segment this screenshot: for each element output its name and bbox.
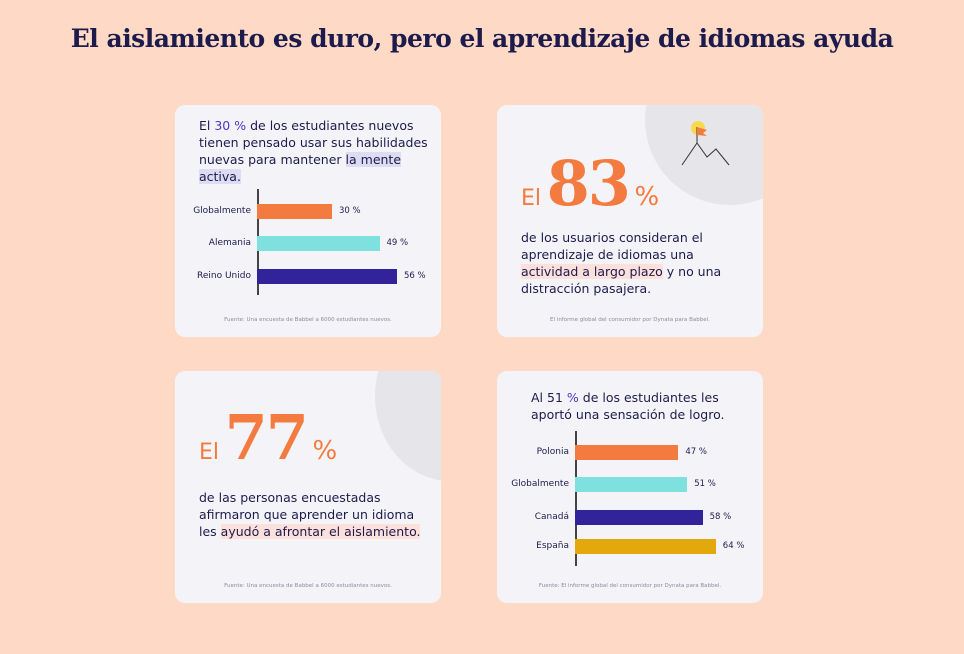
source-note: Fuente: Una encuesta de Babbel a 6000 es… bbox=[224, 583, 392, 589]
category-label: Canadá bbox=[534, 512, 569, 522]
card-intro: Al 51 % de los estudiantes les aportó un… bbox=[531, 389, 731, 423]
card-logro: Al 51 % de los estudiantes les aportó un… bbox=[497, 371, 763, 603]
category-label: Reino Unido bbox=[197, 271, 251, 281]
text: % bbox=[634, 182, 660, 212]
stat-number: 77 bbox=[224, 401, 309, 474]
category-label: Alemania bbox=[208, 238, 251, 248]
value-label: 49 % bbox=[386, 238, 409, 248]
card-intro: El 30 % de los estudiantes nuevos tienen… bbox=[199, 117, 441, 185]
category-label: Polonia bbox=[536, 447, 569, 457]
bar bbox=[575, 539, 716, 554]
big-stat: El 83 % bbox=[521, 147, 659, 220]
source-note: El informe global del consumidor por Dyn… bbox=[550, 317, 710, 323]
category-label: Globalmente bbox=[511, 479, 569, 489]
highlight: 30 % bbox=[214, 118, 247, 133]
text: de los estudiantes les aportó una sensac… bbox=[531, 390, 725, 422]
text: El bbox=[199, 440, 220, 465]
decor-circle bbox=[375, 371, 441, 481]
text: y no una distracción pasajera. bbox=[521, 264, 722, 296]
value-label: 58 % bbox=[709, 512, 732, 522]
highlight-mark: ayudó a afrontar el aislamiento. bbox=[220, 524, 421, 539]
source-note: Fuente: Una encuesta de Babbel a 6000 es… bbox=[224, 317, 392, 323]
category-label: Globalmente bbox=[193, 206, 251, 216]
bar bbox=[257, 236, 380, 251]
highlight-mark: actividad a largo plazo bbox=[521, 264, 663, 279]
value-label: 47 % bbox=[685, 447, 707, 457]
highlight: % bbox=[566, 390, 579, 405]
text: de los usuarios consideran el aprendizaj… bbox=[521, 230, 703, 262]
big-stat: El 77 % bbox=[199, 401, 337, 474]
card-mente-activa: El 30 % de los estudiantes nuevos tienen… bbox=[175, 105, 441, 337]
page-title: El aislamiento es duro, pero el aprendiz… bbox=[70, 24, 894, 53]
bar bbox=[575, 510, 703, 525]
source-note: Fuente: El informe global del consumidor… bbox=[538, 583, 722, 589]
bar bbox=[257, 269, 397, 284]
card-77: El 77 % de las personas encuestadas afir… bbox=[175, 371, 441, 603]
text: % bbox=[312, 436, 338, 466]
text: El bbox=[199, 118, 215, 133]
card-body: de las personas encuestadas afirmaron qu… bbox=[199, 489, 429, 540]
bar bbox=[575, 477, 688, 492]
bar bbox=[257, 204, 332, 219]
category-label: España bbox=[536, 541, 569, 551]
bar bbox=[575, 445, 679, 460]
text: de las personas encuestadas afirmaron qu… bbox=[199, 490, 415, 539]
text: Al 51 bbox=[531, 390, 567, 405]
value-label: 56 % bbox=[404, 271, 426, 281]
mountain-flag-icon bbox=[681, 121, 730, 166]
text: El bbox=[521, 186, 542, 211]
axis-line bbox=[575, 431, 577, 566]
value-label: 64 % bbox=[722, 541, 745, 551]
stat-number: 83 bbox=[546, 147, 631, 220]
card-83: El 83 % de los usuarios consideran el ap… bbox=[497, 105, 763, 337]
text: de los estudiantes nuevos tienen pensado… bbox=[199, 118, 428, 167]
value-label: 51 % bbox=[694, 479, 716, 489]
card-body: de los usuarios consideran el aprendizaj… bbox=[521, 229, 741, 297]
value-label: 30 % bbox=[339, 206, 361, 216]
